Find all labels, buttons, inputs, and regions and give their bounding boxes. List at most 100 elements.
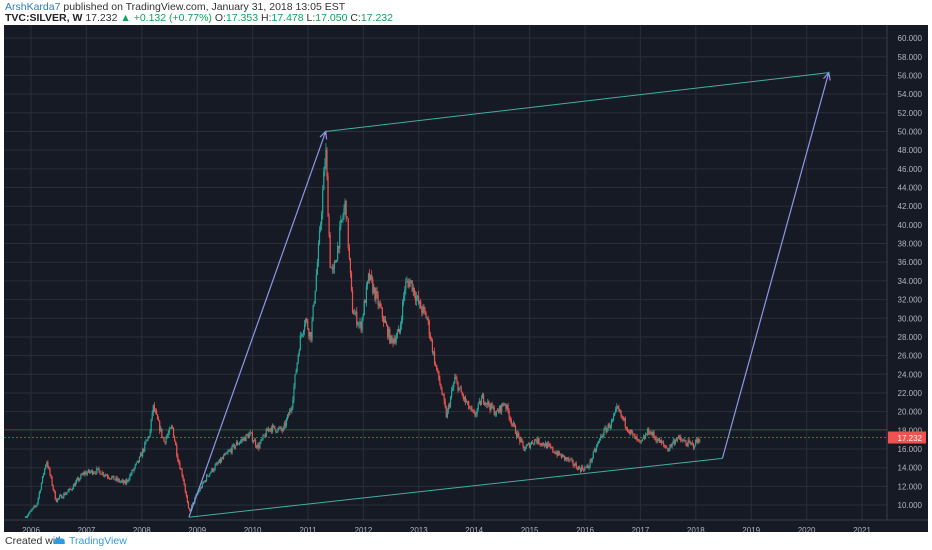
candle-body (307, 320, 309, 330)
candle-body (204, 480, 207, 482)
price-tick-label: 48.000 (898, 146, 923, 155)
candle-body (406, 281, 408, 283)
candle-body (490, 403, 492, 411)
candle-body (661, 442, 664, 444)
candle-body (25, 517, 28, 518)
price-chart[interactable]: 10.000 12.000 14.000 16.000 18.000 20.000 22.0… (4, 25, 928, 539)
candle-body (598, 440, 600, 444)
candle-body (94, 472, 96, 474)
candle-body (355, 311, 357, 314)
candle-body (669, 444, 671, 449)
candle-body (627, 430, 630, 432)
candle-body (354, 313, 356, 315)
candle-body (403, 295, 405, 302)
price-tick-label: 36.000 (898, 258, 923, 267)
time-axis[interactable]: 2006 2007 2008 2009 2010 2011 2012 2013 2014 2015… (22, 526, 871, 535)
price-tick-label: 58.000 (898, 53, 923, 62)
price-axis[interactable]: 10.000 12.000 14.000 16.000 18.000 20.000 22.0… (898, 34, 923, 510)
candle-body (432, 351, 435, 353)
candle-body (119, 481, 121, 483)
candle-body (327, 176, 329, 217)
candles (24, 143, 701, 519)
candle-body (492, 407, 494, 409)
candle-body (405, 282, 407, 290)
candle-body (347, 218, 349, 248)
candle-body (400, 320, 403, 326)
candle-body (278, 427, 280, 429)
candle-body (480, 398, 483, 405)
candle-body (675, 439, 678, 441)
candle-body (189, 510, 192, 511)
candle-body (169, 427, 171, 429)
candle-body (91, 470, 94, 475)
candle-body (149, 431, 151, 437)
trend-arrow-line (188, 131, 327, 518)
candle-body (660, 440, 663, 443)
candle-body (639, 440, 641, 442)
candle-body (571, 459, 573, 461)
author-link[interactable]: ArshKarda7 (5, 1, 61, 13)
candle-body (473, 411, 475, 414)
candle-body (329, 235, 331, 268)
candle-body (390, 335, 392, 344)
time-tick-label: 2009 (188, 526, 206, 535)
candle-body (225, 453, 227, 455)
candle-body (63, 493, 65, 498)
candle-body (260, 439, 262, 444)
candle-body (580, 466, 583, 472)
candle-body (690, 442, 692, 444)
candle-body (559, 454, 561, 456)
candle-body (236, 442, 239, 445)
candle-body (629, 429, 632, 433)
candle-body (125, 480, 127, 484)
candle-body (58, 495, 61, 499)
candle-body (412, 287, 414, 292)
candle-body (298, 350, 300, 355)
candle-body (136, 460, 138, 463)
candle-body (283, 423, 285, 428)
candle-body (491, 403, 493, 409)
candle-body (47, 462, 49, 468)
candle-body (460, 387, 462, 393)
chart-area[interactable]: 10.000 12.000 14.000 16.000 18.000 20.000 22.0… (4, 25, 928, 539)
candle-body (485, 403, 487, 405)
candle-body (459, 387, 461, 389)
candle-body (526, 444, 528, 446)
candle-body (506, 404, 508, 409)
candle-body (191, 505, 193, 511)
time-tick-label: 2018 (687, 526, 705, 535)
candle-body (351, 290, 354, 314)
candle-body (172, 427, 175, 437)
candle-body (633, 433, 635, 435)
channel-line (188, 457, 723, 518)
candle-body (616, 406, 618, 409)
candle-body (576, 467, 578, 470)
candle-body (42, 474, 45, 477)
candle-body (612, 415, 615, 420)
candle-body (519, 436, 521, 443)
candle-body (566, 457, 568, 460)
candle-body (593, 449, 595, 452)
tradingview-brand[interactable]: TradingView (69, 535, 127, 547)
candle-body (647, 428, 649, 435)
candle-body (328, 216, 330, 236)
price-tick-label: 32.000 (898, 296, 923, 305)
candle-body (147, 436, 149, 440)
candle-body (212, 468, 214, 472)
candle-body (553, 451, 555, 453)
drawings[interactable] (188, 71, 831, 518)
price-tick-label: 54.000 (898, 90, 923, 99)
candle-body (220, 458, 223, 463)
candle-body (250, 432, 252, 434)
candle-body (325, 149, 327, 166)
candle-body (531, 441, 534, 444)
candle-body (551, 447, 553, 448)
candle-body (671, 443, 673, 447)
candle-body (41, 476, 44, 483)
candle-body (115, 477, 117, 480)
candle-body (127, 479, 129, 481)
candle-body (694, 439, 697, 447)
candle-body (90, 470, 93, 472)
candle-body (113, 475, 115, 480)
candle-body (556, 452, 558, 456)
